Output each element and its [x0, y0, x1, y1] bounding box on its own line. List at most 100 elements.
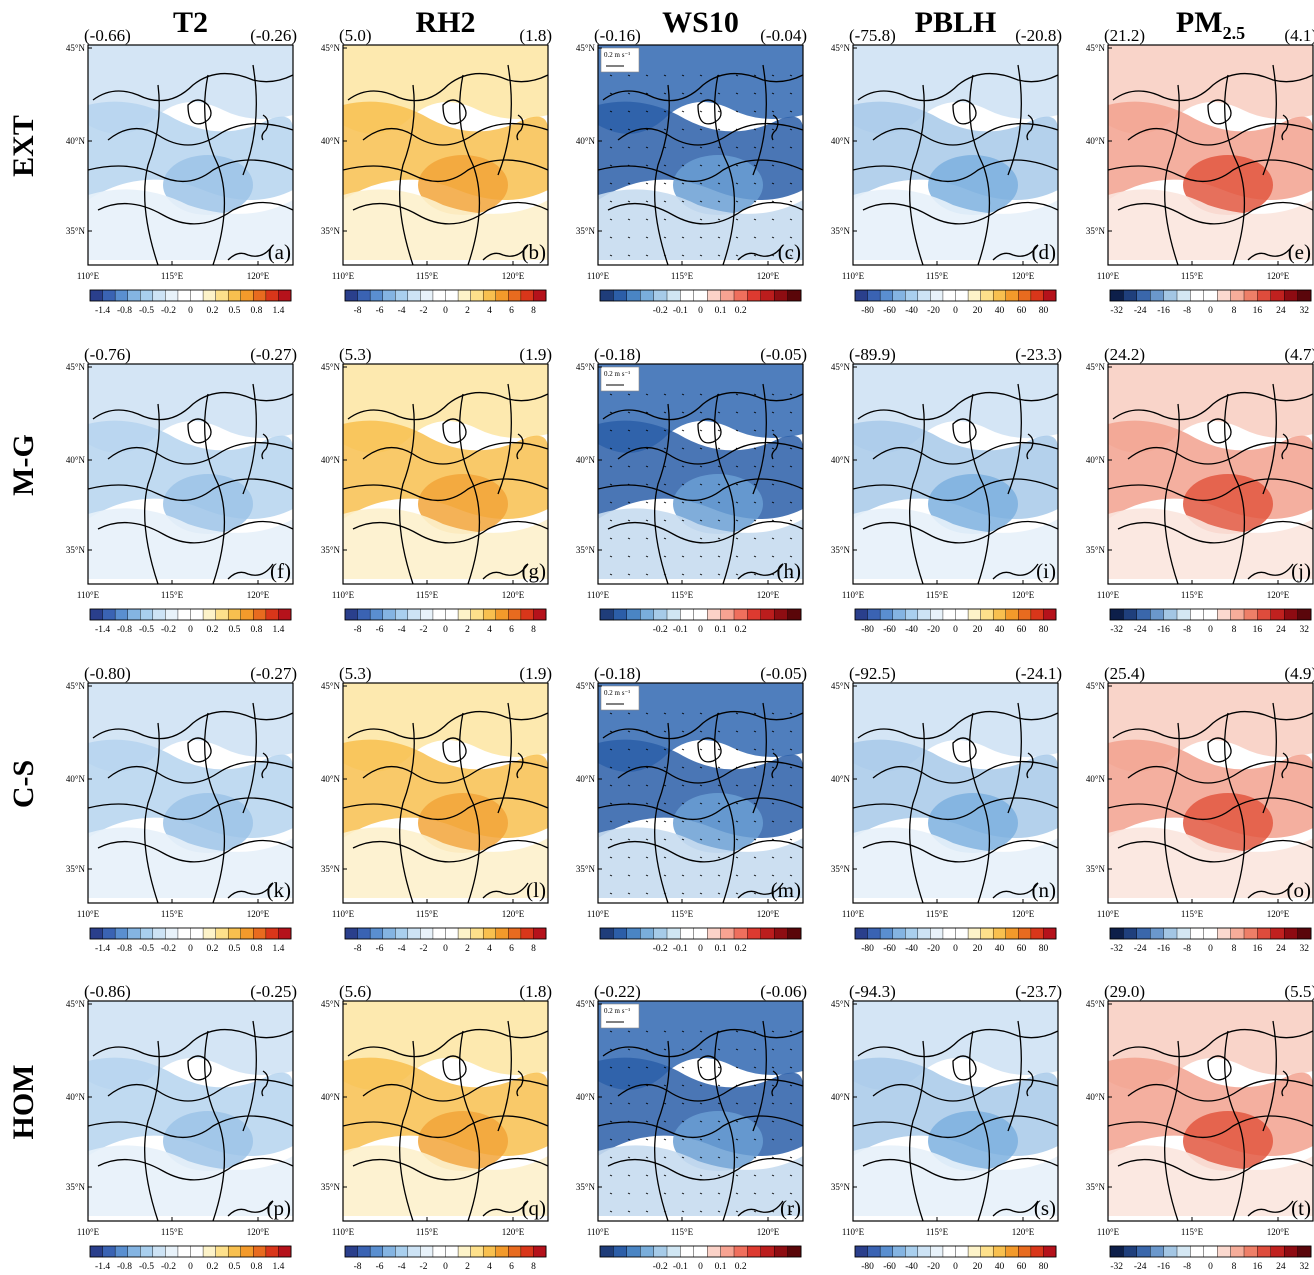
wind-reference-label: 0.2 m s⁻¹ — [604, 370, 630, 378]
wind-vector — [663, 429, 667, 432]
wind-vector — [753, 1210, 757, 1213]
province-border-7 — [497, 383, 512, 495]
colorbar-cell — [369, 289, 384, 302]
wind-vector — [789, 838, 793, 841]
colorbar-cell — [165, 1245, 179, 1258]
shaded-region-south — [853, 508, 1058, 579]
wind-reference-box — [600, 685, 640, 711]
colorbar-label: 20 — [973, 1262, 983, 1272]
wind-vector — [663, 1066, 667, 1069]
wind-vector — [753, 92, 757, 95]
wind-vector — [789, 1156, 793, 1159]
lon-tick-label: 115°E — [926, 590, 949, 600]
colorbar-cell — [190, 1245, 204, 1258]
colorbar-cell — [102, 927, 116, 940]
colorbar-label: 60 — [1017, 625, 1027, 635]
colorbar-label: 0.1 — [715, 306, 727, 316]
colorbar-frame — [344, 289, 547, 302]
colorbar-label: -4 — [398, 1262, 406, 1272]
province-border-8 — [442, 737, 467, 763]
colorbar-cell — [395, 608, 409, 621]
colorbar-label: -40 — [905, 944, 918, 954]
colorbar-cell — [733, 927, 748, 940]
colorbar-label: -24 — [1134, 306, 1147, 316]
colorbar-cell — [760, 289, 775, 302]
colorbar-label: -0.8 — [117, 944, 132, 954]
wind-vector — [663, 447, 667, 450]
colorbar-cell — [879, 289, 894, 302]
wind-vector — [645, 519, 649, 522]
province-border-1 — [92, 391, 294, 421]
wind-vector — [735, 465, 739, 468]
wind-vector — [789, 892, 793, 895]
panel-min-value: (-0.80) — [84, 667, 131, 683]
wind-vector — [789, 110, 793, 113]
wind-vector — [735, 164, 739, 167]
wind-vector — [609, 519, 613, 522]
colorbar-frame — [854, 289, 1057, 302]
lat-tick-label: 45°N — [831, 362, 851, 372]
province-border-8 — [697, 1055, 722, 1081]
colorbar-cell — [432, 289, 447, 302]
colorbar-cell — [344, 289, 359, 302]
colorbar-cell — [202, 608, 217, 621]
colorbar-cell — [653, 1245, 668, 1258]
colorbar-cell — [747, 927, 762, 940]
wind-vector — [663, 236, 667, 239]
province-border-6 — [969, 1030, 991, 1222]
wind-vector — [771, 501, 775, 504]
wind-vector — [753, 128, 757, 131]
wind-vector — [681, 1066, 685, 1069]
province-border-3 — [1107, 478, 1314, 501]
wind-vector — [627, 393, 631, 396]
colorbar-cell — [854, 608, 869, 621]
province-border-8 — [1207, 418, 1232, 444]
province-border-8 — [187, 1055, 212, 1081]
wind-vector — [753, 730, 757, 733]
colorbar-frame — [599, 1245, 802, 1258]
colorbar-cell — [720, 289, 735, 302]
wind-vector — [627, 784, 631, 787]
province-border-8 — [697, 418, 722, 444]
colorbar-cell — [1230, 289, 1245, 302]
wind-vector — [645, 1066, 649, 1069]
colorbar-frame — [854, 927, 1057, 940]
wind-vector — [717, 1174, 721, 1177]
province-border-2 — [617, 441, 804, 465]
wind-vector — [663, 74, 667, 77]
wind-vector — [717, 411, 721, 414]
wind-vector — [627, 519, 631, 522]
colorbar-cell — [599, 927, 614, 940]
panel-mean-value: (-0.06) — [760, 985, 807, 1001]
wind-vector — [645, 1048, 649, 1051]
lon-tick-label: 115°E — [926, 271, 949, 281]
wind-vector — [717, 465, 721, 468]
colorbar-cell — [127, 608, 141, 621]
shaded-core — [163, 155, 253, 215]
colorbar-cell — [265, 927, 279, 940]
wind-vector — [789, 254, 793, 257]
lat-tick-label: 40°N — [66, 136, 86, 146]
shaded-region-south — [88, 189, 293, 260]
colorbar-cell — [693, 1245, 708, 1258]
colorbar-cell — [114, 927, 129, 940]
colorbar-cell — [680, 608, 695, 621]
column-heading-2: RH2 — [415, 6, 476, 39]
wind-vector — [789, 1048, 793, 1051]
wind-vector — [681, 1048, 685, 1051]
wind-vector — [699, 802, 703, 805]
province-border-5 — [144, 84, 160, 266]
wind-vector — [771, 200, 775, 203]
colorbar-label: -24 — [1134, 1262, 1147, 1272]
wind-vector — [753, 802, 757, 805]
colorbar-label: -0.1 — [673, 625, 688, 635]
colorbar-cell — [967, 289, 982, 302]
colorbar-cell — [626, 608, 641, 621]
lat-tick-label: 40°N — [321, 1092, 341, 1102]
colorbar-cell — [253, 289, 267, 302]
province-border-10 — [1247, 882, 1294, 899]
wind-vector — [699, 766, 703, 769]
province-border-5 — [144, 403, 160, 585]
lat-tick-label: 45°N — [831, 681, 851, 691]
colorbar-cell — [747, 289, 762, 302]
